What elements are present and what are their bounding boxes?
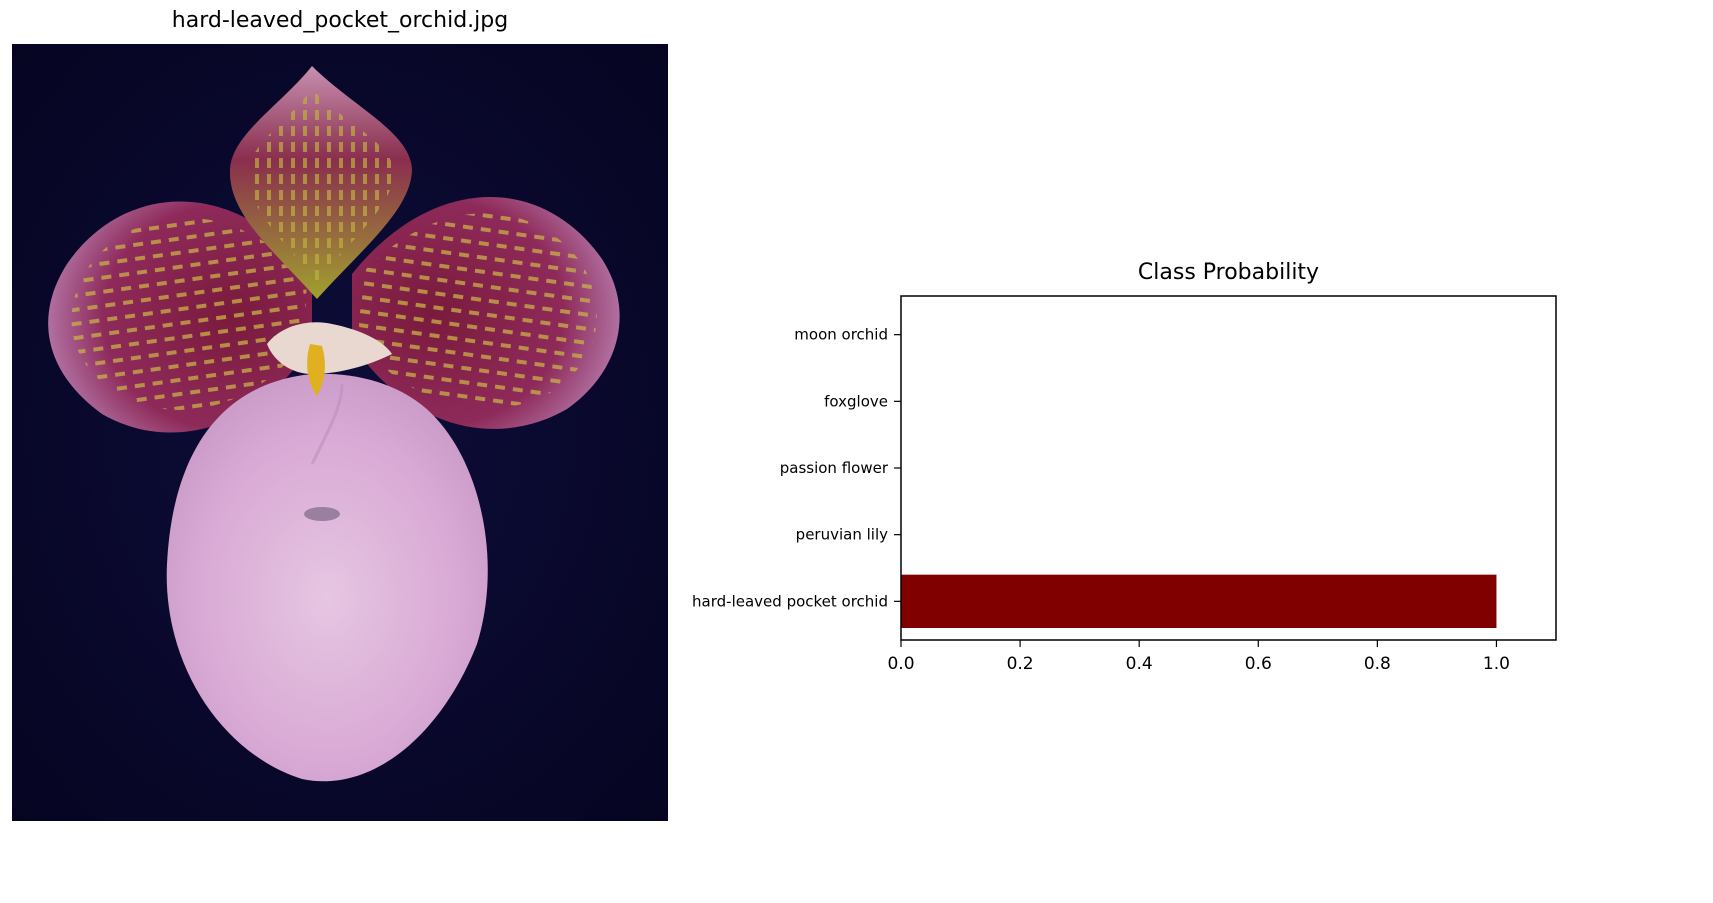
y-tick-label: foxglove	[824, 392, 888, 410]
x-tick-label: 0.0	[887, 654, 914, 674]
y-tick-label: moon orchid	[794, 326, 888, 344]
y-tick-label: passion flower	[780, 459, 889, 477]
orchid-photo-drawing	[12, 44, 668, 821]
orchid-photo	[12, 44, 668, 821]
bar	[901, 574, 1497, 628]
x-tick-label: 0.8	[1364, 654, 1391, 674]
y-tick-label: hard-leaved pocket orchid	[692, 592, 888, 610]
x-tick-label: 1.0	[1483, 654, 1510, 674]
x-tick-label: 0.6	[1245, 654, 1272, 674]
image-title: hard-leaved_pocket_orchid.jpg	[171, 8, 509, 33]
x-tick-label: 0.2	[1007, 654, 1034, 674]
x-tick-label: 0.4	[1126, 654, 1153, 674]
y-tick-label: peruvian lily	[796, 526, 888, 544]
chart-title: Class Probability	[1137, 260, 1320, 285]
